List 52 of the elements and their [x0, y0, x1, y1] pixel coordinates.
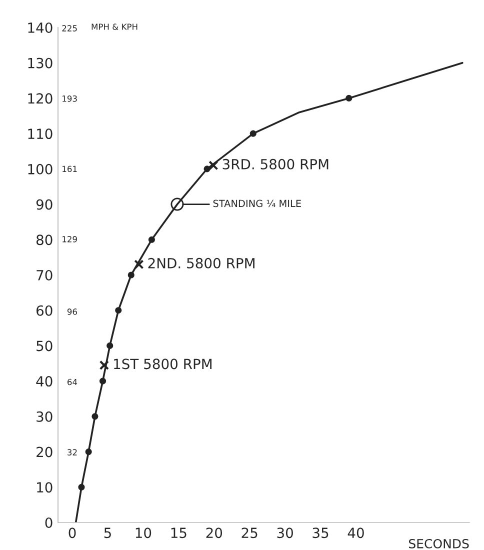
y-tick-label: 10	[37, 482, 52, 493]
y2-tick-label: 225	[62, 25, 77, 32]
x-tick-label: 5	[104, 528, 111, 538]
x-tick-label: 40	[348, 528, 364, 538]
y2-tick-label: 96	[67, 308, 77, 315]
y-tick-label: 130	[28, 58, 52, 68]
point	[170, 198, 184, 211]
point	[148, 236, 155, 243]
x-tick-label: 25	[242, 528, 258, 538]
point	[85, 448, 92, 456]
annotation: 1ST 5800 RPM	[114, 358, 212, 370]
y2-tick-label: 161	[62, 166, 77, 172]
point	[92, 413, 98, 420]
y2-tick-label: 193	[62, 95, 77, 102]
x-tick-label: 20	[206, 528, 222, 538]
y2-tick-label: 129	[62, 236, 77, 242]
y-tick-label: 90	[36, 199, 52, 210]
x-tick-label: 35	[312, 528, 328, 538]
y-tick-label: 0	[45, 517, 52, 528]
point	[134, 260, 144, 270]
y-tick-label: 80	[36, 234, 52, 246]
annotation: 3RD. 5800 RPM	[222, 158, 328, 170]
x-axis-title: SECONDS	[408, 538, 469, 548]
annotation: 2ND. 5800 RPM	[148, 258, 254, 268]
x-tick-label: 10	[136, 528, 152, 538]
x-tick-label: 30	[277, 528, 293, 538]
annotation: MPH & KPH	[92, 24, 138, 30]
x-tick-label: 15	[171, 528, 186, 538]
annotation: STANDING ¼ MILE	[213, 200, 301, 208]
point	[115, 307, 122, 314]
x-tick-label: 0	[68, 528, 76, 538]
y2-tick-label: 64	[68, 378, 78, 386]
point	[346, 94, 352, 102]
y-tick-label: 50	[36, 340, 52, 352]
point	[128, 272, 134, 278]
y-tick-label: 70	[36, 270, 52, 280]
point	[250, 130, 256, 137]
y-tick-label: 100	[28, 164, 52, 174]
y-tick-label: 110	[28, 128, 52, 140]
y2-tick-label: 32	[68, 449, 77, 456]
point	[99, 378, 106, 384]
point	[204, 166, 210, 172]
point	[106, 342, 114, 350]
y-tick-label: 60	[36, 305, 52, 316]
y-tick-label: 140	[28, 22, 52, 33]
y-tick-label: 120	[28, 93, 52, 104]
y-tick-label: 40	[36, 376, 52, 387]
y-tick-label: 20	[36, 446, 52, 458]
point	[78, 484, 85, 490]
y-tick-label: 30	[36, 411, 52, 422]
point	[208, 160, 218, 170]
point	[99, 360, 110, 370]
